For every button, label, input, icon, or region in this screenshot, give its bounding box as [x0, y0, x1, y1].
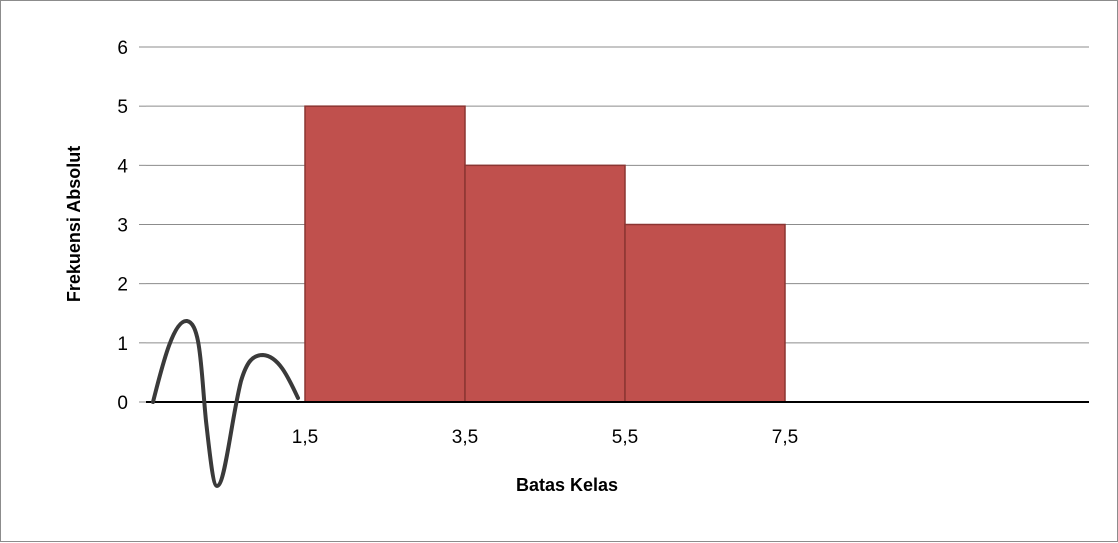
x-tick-labels: 1,5 3,5 5,5 7,5: [292, 427, 798, 448]
bar-2: [464, 164, 626, 403]
y-tick-label: 0: [117, 393, 128, 414]
y-tick-label: 4: [117, 156, 128, 177]
x-tick-label: 7,5: [772, 427, 798, 448]
y-tick-label: 6: [117, 38, 128, 59]
x-axis-title: Batas Kelas: [516, 475, 618, 495]
bar-1: [304, 105, 466, 403]
x-tick-label: 3,5: [452, 427, 478, 448]
y-tick-label: 1: [117, 334, 128, 355]
y-tick-label: 2: [117, 275, 128, 296]
y-tick-labels: 0 1 2 3 4 5 6: [117, 38, 128, 414]
y-axis-title: Frekuensi Absolut: [64, 146, 84, 302]
y-tick-label: 5: [117, 97, 128, 118]
bar-3: [624, 223, 786, 403]
x-tick-label: 1,5: [292, 427, 318, 448]
y-tick-label: 3: [117, 216, 128, 237]
zigzag-axis-break-icon: [151, 319, 300, 488]
x-tick-label: 5,5: [612, 427, 638, 448]
bars-group: [304, 105, 786, 403]
